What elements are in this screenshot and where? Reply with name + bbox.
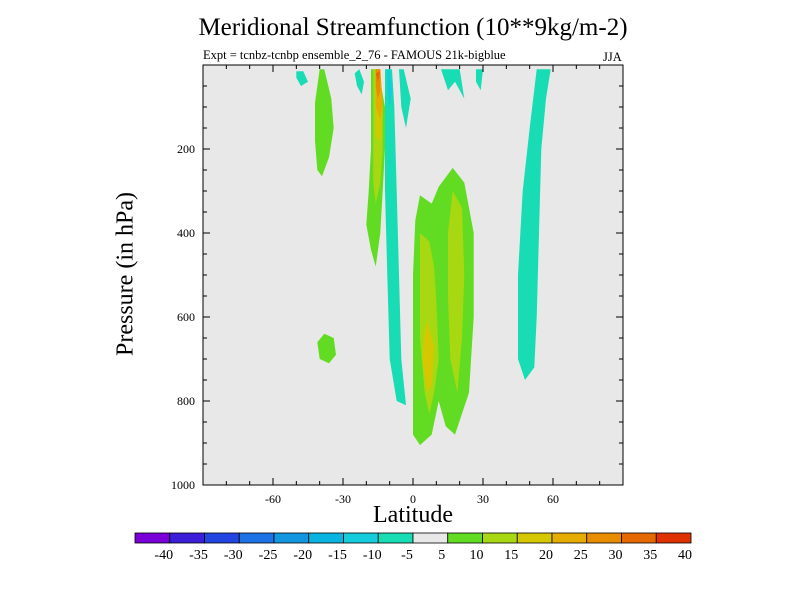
colorbar-box-2 [204, 532, 240, 544]
colorbar-box-7 [377, 532, 414, 544]
colorbar-label: 35 [643, 548, 657, 563]
x-tick-label: 30 [477, 492, 489, 506]
y-tick-label: 1000 [171, 478, 195, 492]
colorbar-label: 30 [609, 548, 623, 563]
contour-region-18 [448, 191, 465, 393]
colorbar-label: 25 [574, 548, 588, 563]
colorbar-box-1 [169, 532, 205, 544]
contour-region-19 [422, 321, 434, 393]
colorbar-label: -20 [293, 548, 312, 563]
colorbar-label: -35 [189, 548, 208, 563]
chart-subtitle: Expt = tcnbz-tcnbp ensemble_2_76 - FAMOU… [203, 48, 506, 62]
colorbar-box-8 [412, 532, 449, 544]
colorbar-label: -15 [328, 548, 347, 563]
colorbar-label: 5 [438, 548, 445, 563]
contour-region-10 [385, 69, 406, 406]
contour-region-1 [296, 71, 308, 86]
contour-region-11 [387, 69, 392, 107]
colorbar-label: -30 [224, 548, 243, 563]
colorbar-box-4 [273, 532, 310, 544]
contour-region-12 [399, 69, 411, 128]
y-tick-label: 200 [177, 142, 195, 156]
colorbar-box-13 [586, 532, 622, 544]
contour-region-15 [518, 69, 551, 380]
colorbar-label: 10 [470, 548, 484, 563]
colorbar-box-6 [343, 532, 379, 544]
colorbar-label: 20 [539, 548, 553, 563]
colorbar-label: 15 [504, 548, 518, 563]
colorbar-box-11 [516, 532, 553, 544]
season-label: JJA [603, 50, 622, 64]
contour-region-3 [354, 69, 364, 95]
contour-region-14 [476, 69, 483, 91]
contour-region-2 [317, 333, 336, 364]
x-axis-label: Latitude [373, 502, 453, 528]
y-tick-label: 400 [177, 226, 195, 240]
colorbar-label: -25 [259, 548, 278, 563]
contour-region-9 [375, 71, 381, 82]
colorbar-label: 40 [678, 548, 692, 563]
colorbar-box-9 [447, 532, 483, 544]
chart-title: Meridional Streamfunction (10**9kg/m-2) [198, 14, 628, 41]
colorbar-box-12 [551, 532, 588, 544]
colorbar-label: -10 [363, 548, 382, 563]
contour-region-13 [441, 69, 465, 99]
colorbar-box-5 [308, 532, 344, 544]
y-tick-label: 600 [177, 310, 195, 324]
y-tick-label: 800 [177, 394, 195, 408]
colorbar-label: -5 [401, 548, 413, 563]
contour-region-0 [315, 69, 334, 177]
x-tick-label: 0 [410, 492, 416, 506]
colorbar-box-0 [134, 532, 171, 544]
colorbar-box-15 [655, 532, 692, 544]
colorbar-box-14 [621, 532, 657, 544]
colorbar-box-3 [238, 532, 275, 544]
colorbar-label: -40 [154, 548, 173, 563]
x-tick-label: -60 [265, 492, 281, 506]
x-tick-label: 60 [547, 492, 559, 506]
colorbar-box-10 [482, 532, 518, 544]
x-tick-label: -30 [335, 492, 351, 506]
